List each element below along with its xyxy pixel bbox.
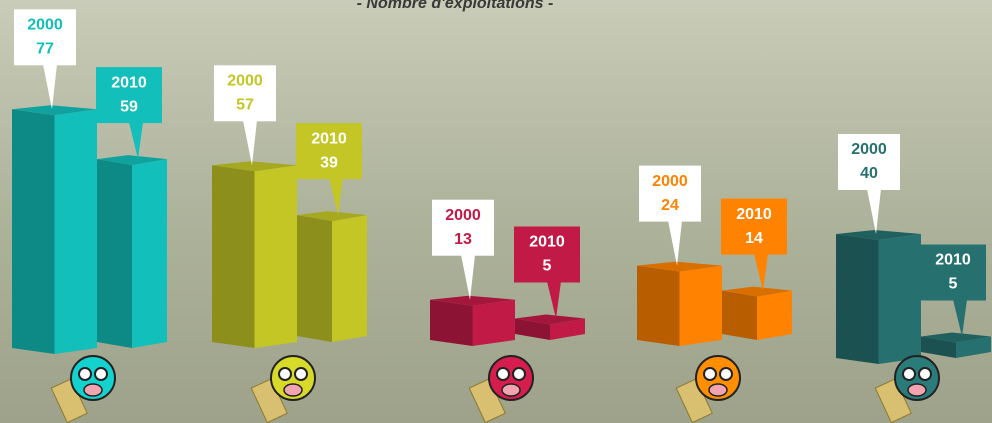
value-label: 13: [454, 231, 472, 248]
legend-label: 2010: [311, 130, 347, 147]
icon-eye: [79, 368, 91, 380]
bar-front: [879, 234, 922, 364]
chart: - Nombre d'exploitations - 2000 77 2010 59 2…: [0, 0, 992, 423]
legend-label: 2000: [27, 17, 63, 34]
value-label: 40: [860, 165, 878, 182]
bar-front: [680, 266, 723, 346]
bar-front: [332, 215, 367, 342]
icon-nose: [502, 384, 520, 396]
icon-eye: [903, 368, 915, 380]
bar-front: [255, 165, 298, 348]
value-label: 59: [120, 98, 138, 115]
legend-label: 2010: [935, 252, 971, 269]
value-label: 24: [661, 197, 679, 214]
icon-eye: [704, 368, 716, 380]
legend-label: 2000: [851, 141, 887, 158]
legend-label: 2010: [111, 74, 147, 91]
icon-eye: [295, 368, 307, 380]
bar-side: [637, 266, 680, 346]
icon-nose: [709, 384, 727, 396]
bar-front: [473, 300, 516, 346]
value-label: 5: [543, 258, 552, 275]
bar-side: [836, 234, 879, 364]
legend-label: 2000: [227, 73, 263, 90]
icon-nose: [284, 384, 302, 396]
icon-eye: [95, 368, 107, 380]
chart-title: - Nombre d'exploitations -: [357, 0, 554, 12]
bar-front: [55, 109, 98, 354]
legend-label: 2010: [736, 206, 772, 223]
bar-side: [97, 159, 132, 348]
bar-front: [757, 291, 792, 340]
bar-side: [212, 165, 255, 348]
value-label: 14: [745, 230, 763, 247]
icon-nose: [84, 384, 102, 396]
value-label: 5: [949, 276, 958, 293]
bar-side: [722, 291, 757, 340]
legend-label: 2010: [529, 234, 565, 251]
bar-side: [12, 109, 55, 354]
icon-eye: [279, 368, 291, 380]
bar-side: [297, 215, 332, 342]
icon-nose: [908, 384, 926, 396]
value-label: 39: [320, 154, 338, 171]
value-label: 77: [36, 41, 54, 58]
bar-front: [132, 159, 167, 348]
bar-side: [430, 300, 473, 346]
icon-eye: [919, 368, 931, 380]
value-label: 57: [236, 97, 254, 114]
legend-label: 2000: [445, 207, 481, 224]
icon-eye: [497, 368, 509, 380]
icon-eye: [720, 368, 732, 380]
icon-eye: [513, 368, 525, 380]
legend-label: 2000: [652, 173, 688, 190]
